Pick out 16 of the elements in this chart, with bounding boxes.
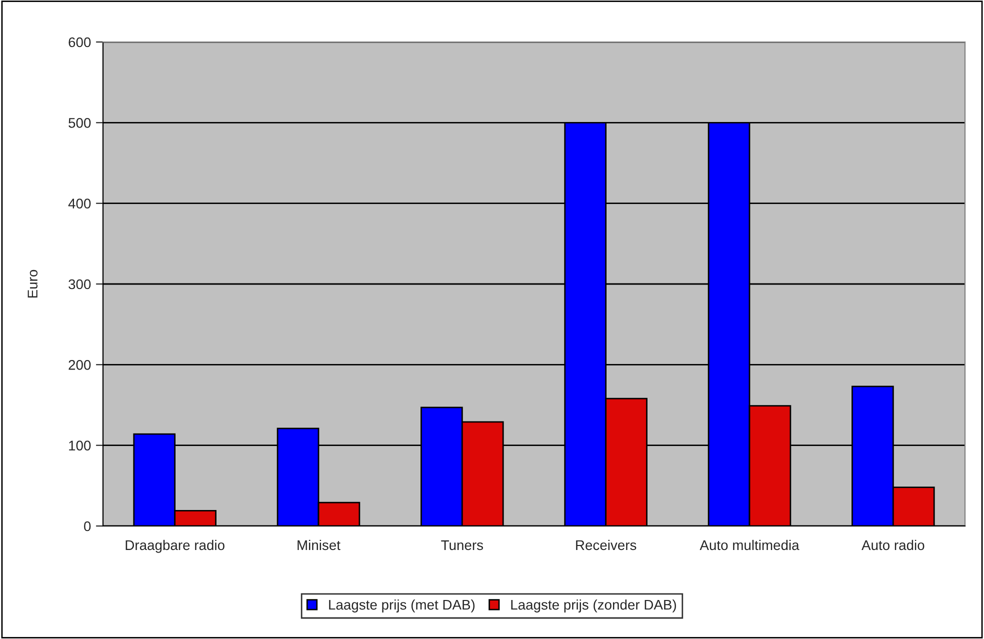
y-tick-label: 200 [68,360,91,370]
x-tick-label: Miniset [298,540,340,550]
y-tick-label: 0 [84,521,91,532]
legend-label: Laagste prijs (zonder DAB) [511,599,676,612]
x-tick-label: Auto radio [862,540,924,550]
y-tick-label: 600 [68,37,91,48]
x-tick-label: Receivers [576,540,636,550]
x-tick-label: Tuners [441,540,484,550]
y-tick-label: 100 [69,440,91,451]
y-tick-label: 400 [68,198,91,209]
y-tick-label: 500 [68,118,91,128]
x-tick-label: Auto multimedia [700,540,800,550]
y-axis-title: Euro [28,270,38,298]
y-tick-label: 300 [68,279,91,290]
legend-label: Laagste prijs (met DAB) [329,599,475,612]
x-tick-label: Draagbare radio [126,540,224,553]
